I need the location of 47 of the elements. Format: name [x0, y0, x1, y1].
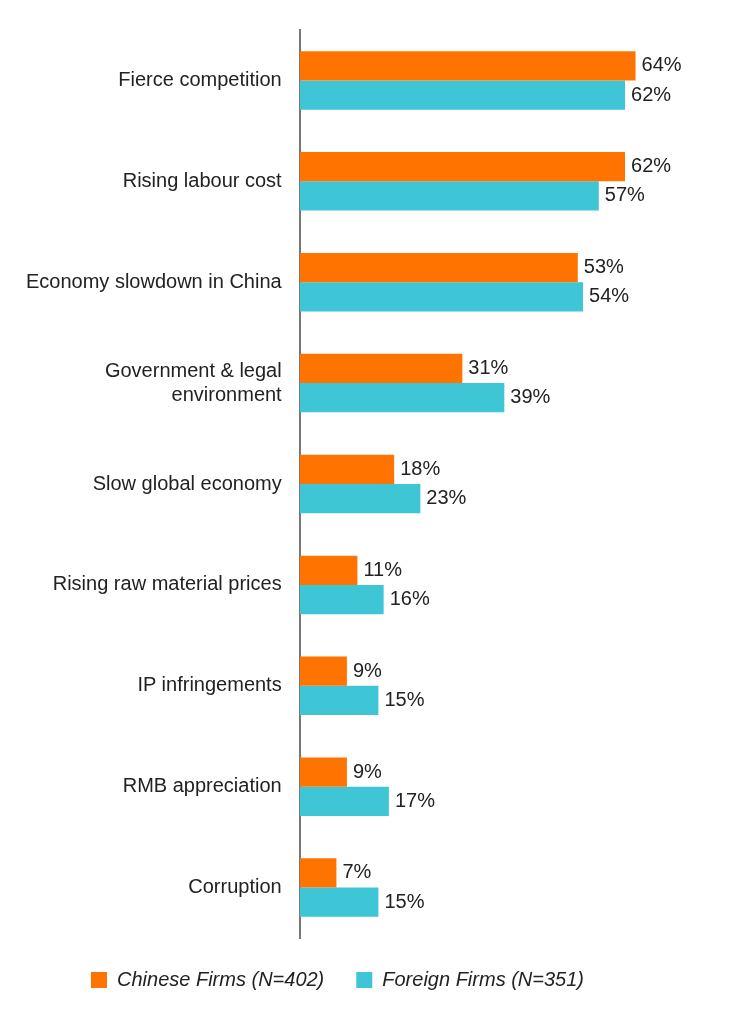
y-tick-label: Slow global economy — [92, 471, 282, 494]
bar — [299, 51, 636, 81]
data-label: 9% — [352, 759, 383, 782]
data-label: 17% — [394, 788, 436, 811]
data-label: 64% — [641, 53, 682, 76]
legend-label: Foreign Firms (N=351) — [382, 967, 584, 990]
bar — [299, 282, 584, 312]
bar — [299, 80, 626, 110]
bar — [299, 584, 384, 615]
y-tick-label: Fierce competition — [118, 67, 282, 90]
data-label: 39% — [510, 385, 551, 408]
data-label: 62% — [631, 82, 672, 105]
y-tick-label: RMB appreciation — [122, 774, 282, 797]
bar — [299, 181, 599, 211]
bar — [299, 383, 505, 413]
legend-label: Chinese Firms (N=402) — [117, 967, 325, 990]
bar — [299, 252, 578, 283]
bar — [299, 858, 337, 888]
bar — [299, 685, 379, 716]
y-tick-label: Government & legal environment — [104, 358, 283, 405]
bar — [299, 484, 421, 514]
y-tick-label: Rising raw material prices — [52, 572, 282, 595]
bar — [299, 353, 463, 384]
data-label: 7% — [342, 860, 372, 883]
bar — [299, 555, 358, 585]
bar — [299, 454, 395, 484]
data-label: 53% — [583, 255, 625, 278]
y-tick-label: Corruption — [188, 875, 282, 898]
y-tick-label: Economy slowdown in China — [26, 269, 283, 292]
data-label: 16% — [389, 587, 430, 610]
bar — [299, 786, 389, 816]
y-tick-label: IP infringements — [137, 673, 282, 696]
data-label: 15% — [384, 889, 425, 912]
data-label: 15% — [384, 687, 425, 710]
y-tick-label: Rising labour cost — [122, 168, 283, 191]
bar — [299, 887, 379, 917]
data-label: 54% — [589, 284, 630, 307]
bar — [299, 656, 347, 686]
data-label: 57% — [604, 183, 646, 206]
bar — [299, 757, 347, 787]
data-label: 11% — [363, 557, 403, 580]
data-label: 62% — [631, 154, 672, 177]
data-label: 9% — [352, 658, 383, 681]
data-label: 18% — [400, 456, 441, 479]
data-label: 23% — [426, 486, 467, 509]
bar — [299, 152, 626, 182]
data-label: 31% — [468, 356, 509, 378]
